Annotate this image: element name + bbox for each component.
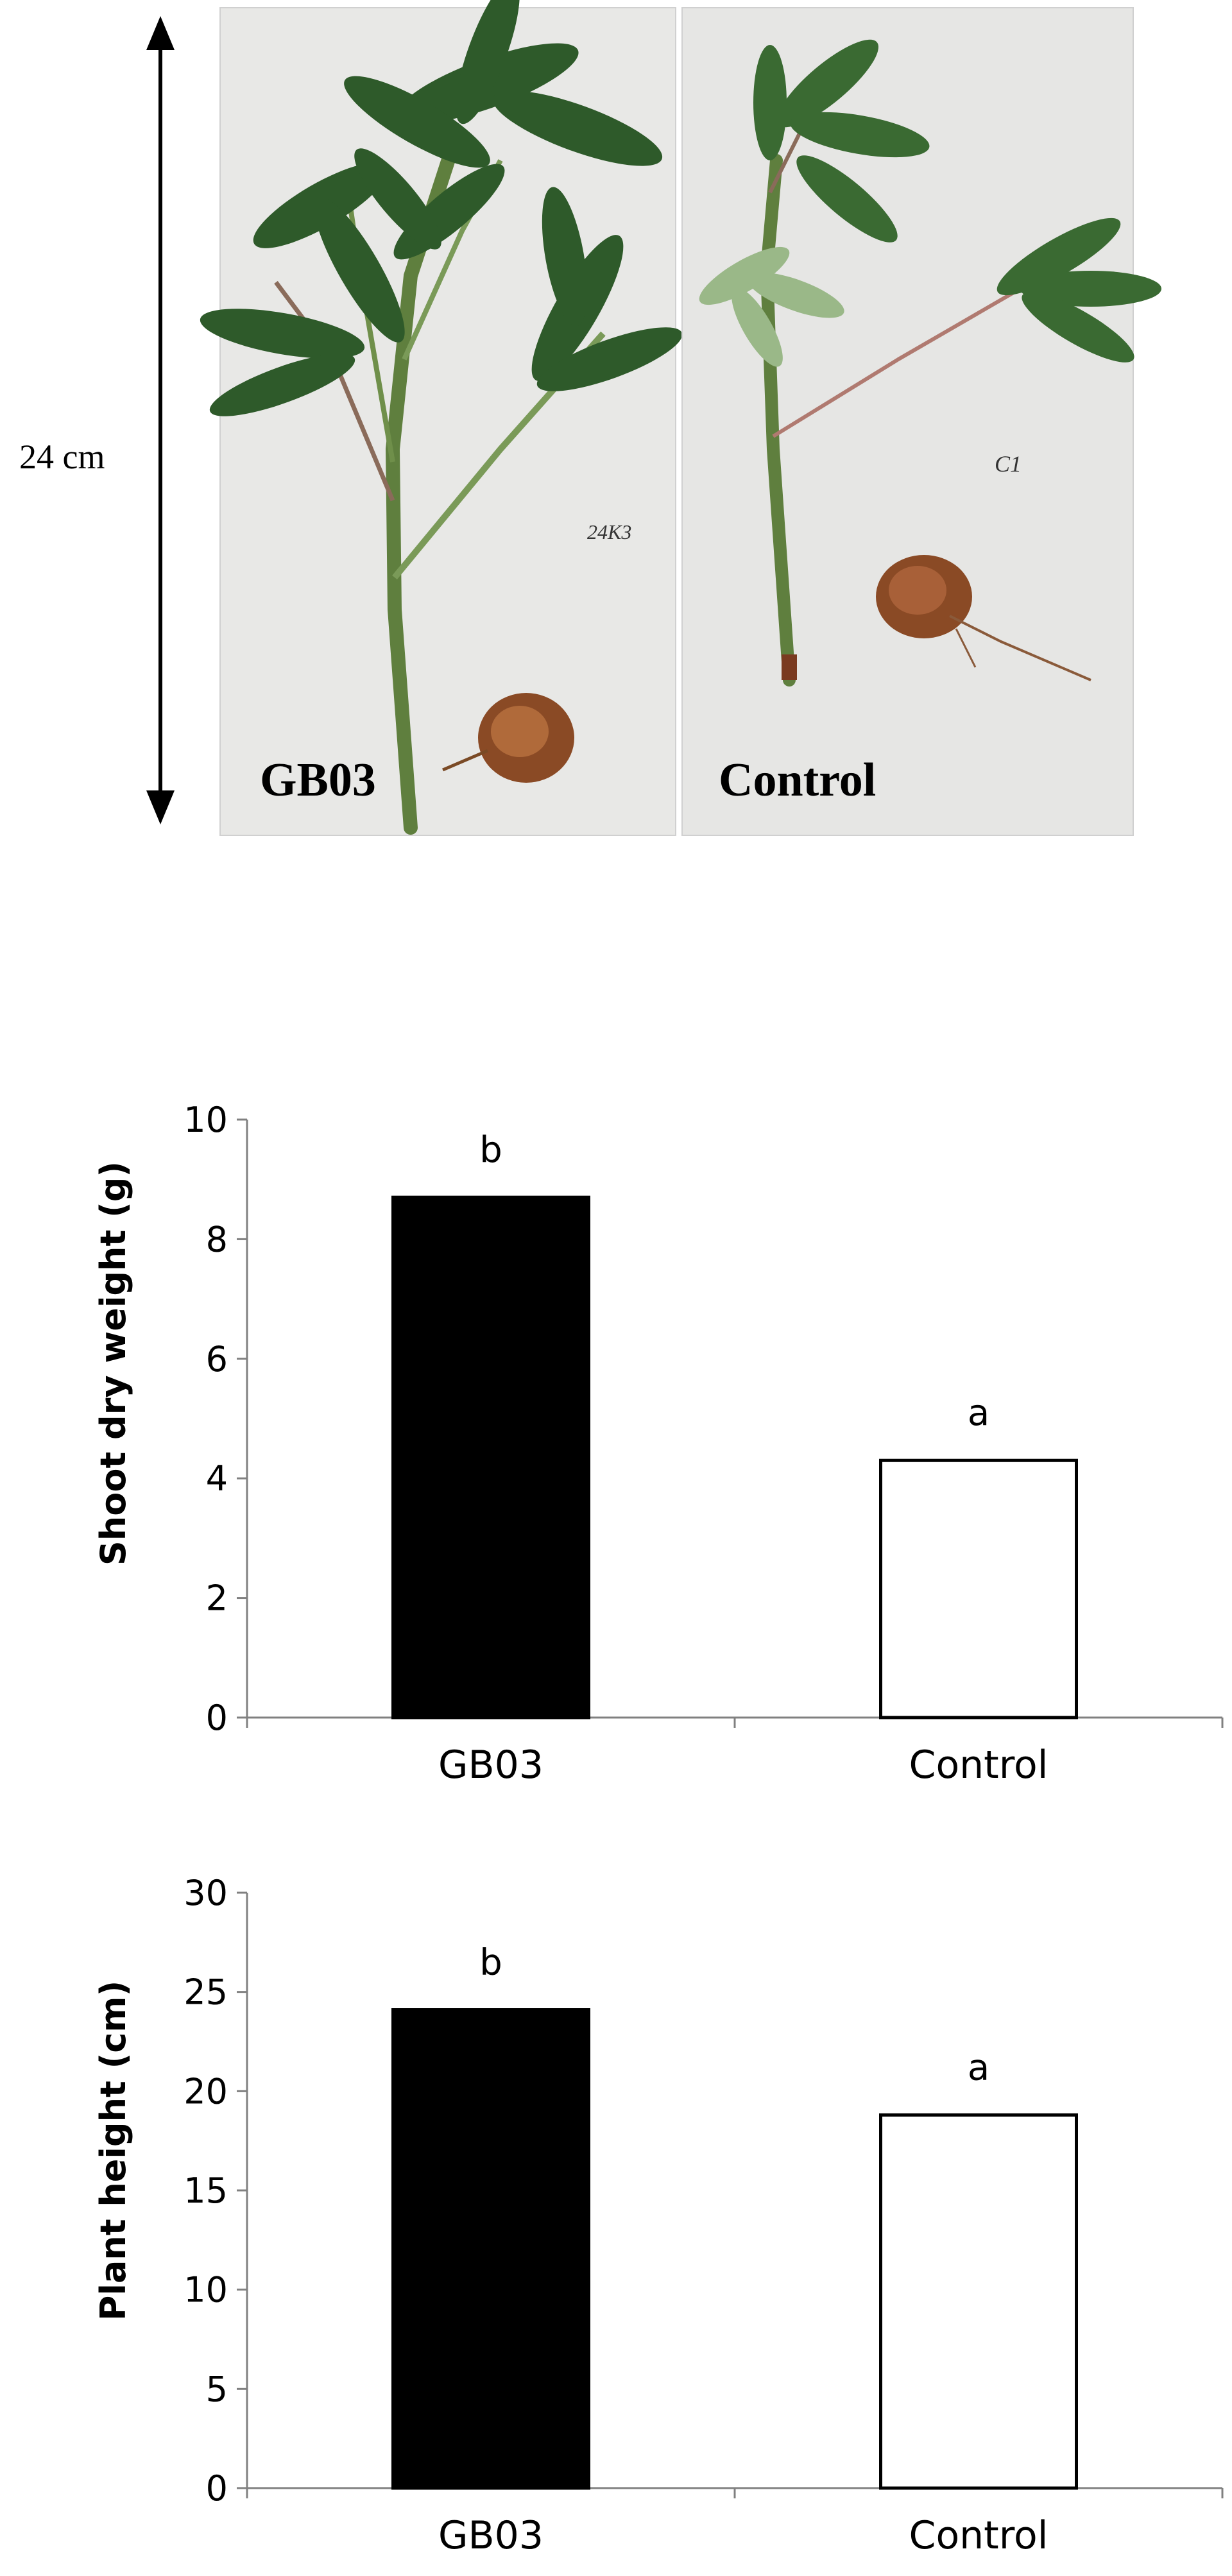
- c1-bar-control: [879, 1458, 1078, 1719]
- c2-y-tick-label: 0: [206, 2468, 228, 2509]
- c1-x-label-control: Control: [909, 1743, 1048, 1787]
- plant-height-chart: Plant height (cm) 0 5 10 15 20 25 30 GB03 Contr…: [93, 1873, 1224, 2558]
- photo-tag-control: C1: [995, 451, 1022, 477]
- c2-y-tick-label: 5: [206, 2369, 228, 2409]
- shoot-dry-weight-chart: Shoot dry weight (g) 0 2 4 6 8 10 GB03 Control…: [93, 1100, 1224, 1787]
- c2-y-tick-label: 20: [184, 2071, 228, 2111]
- photo-label-control: Control: [719, 754, 876, 806]
- c2-y-tick-label: 30: [184, 1873, 228, 1913]
- c1-significance-letter-gb03: b: [479, 1129, 502, 1171]
- photo-panel-gb03: 24K3 GB03: [200, 0, 683, 836]
- photo-panel-control: C1 Control: [681, 7, 1161, 836]
- c2-y-tick-label: 10: [184, 2270, 228, 2310]
- height-scale-arrow: [146, 16, 175, 824]
- c2-bar-gb03: [391, 2008, 590, 2490]
- c1-x-label-gb03: GB03: [438, 1743, 543, 1787]
- c1-bar-gb03: [391, 1195, 590, 1719]
- c2-bar-control: [879, 2113, 1078, 2490]
- c2-y-tick-label: 15: [184, 2171, 228, 2211]
- c1-significance-letter-control: a: [968, 1392, 989, 1434]
- chart1-ylabel: Shoot dry weight (g): [93, 1161, 133, 1565]
- chart2-ylabel: Plant height (cm): [93, 1981, 133, 2321]
- c1-y-tick-label: 6: [206, 1339, 228, 1379]
- plant-photo-figure: 24 cm 24K3 GB03: [19, 0, 1161, 836]
- c1-y-tick-label: 10: [184, 1100, 228, 1140]
- c2-significance-letter-control: a: [968, 2047, 989, 2088]
- c1-y-tick-label: 4: [206, 1458, 228, 1499]
- c1-y-tick-label: 8: [206, 1219, 228, 1259]
- height-scale-label: 24 cm: [19, 438, 105, 476]
- photo-tag-gb03: 24K3: [587, 520, 631, 543]
- c2-x-label-control: Control: [909, 2513, 1048, 2558]
- c1-y-tick-label: 2: [206, 1578, 228, 1619]
- photo-label-gb03: GB03: [260, 754, 376, 806]
- c2-x-label-gb03: GB03: [438, 2513, 543, 2558]
- c2-significance-letter-gb03: b: [479, 1942, 502, 1984]
- c2-y-tick-label: 25: [184, 1972, 228, 2013]
- c1-y-tick-label: 0: [206, 1698, 228, 1738]
